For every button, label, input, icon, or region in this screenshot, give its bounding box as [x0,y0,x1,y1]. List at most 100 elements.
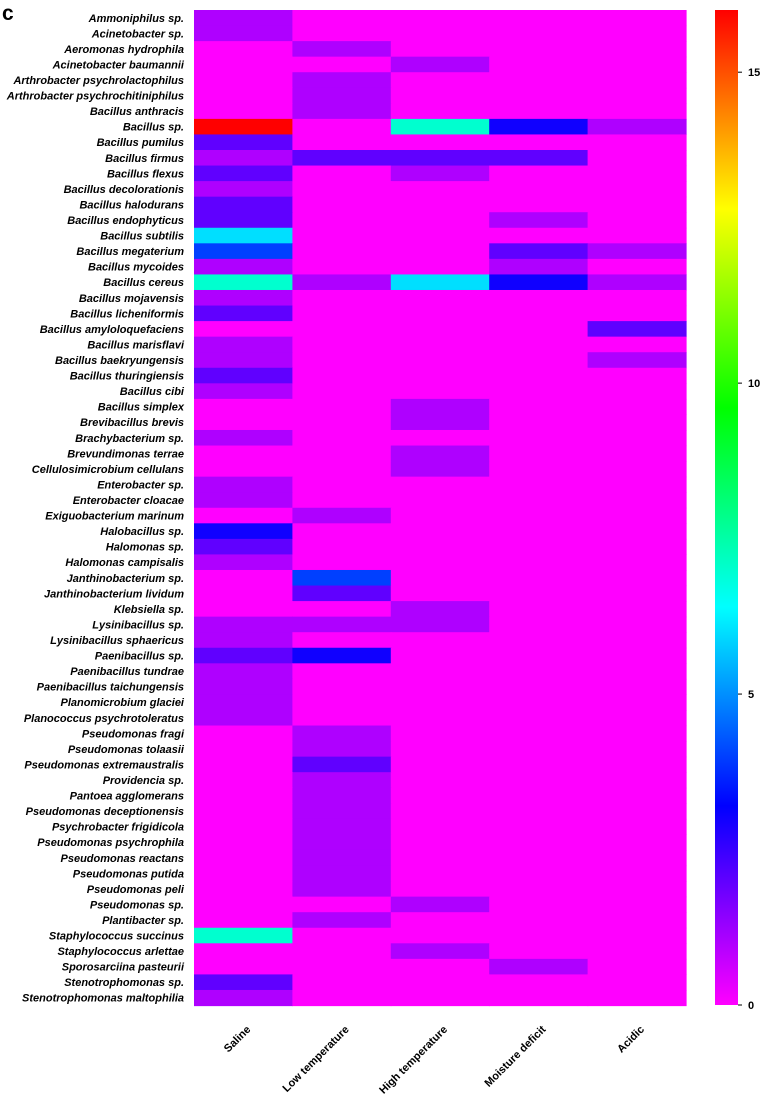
heatmap-cell-klebsiella-sp-saline [194,601,293,618]
row-label: Bacillus megaterium [76,246,184,258]
heatmap-cell-klebsiella-sp-moisture-deficit [489,601,589,618]
heatmap-cell-stenotrophomonas-maltophilia-moisture-deficit [489,989,589,1007]
row-label: Arthrobacter psychrochitiniphilus [6,91,184,103]
heatmap-cell-bacillus-pumilus-high-temperature [390,134,490,151]
heatmap-cell-brevundimonas-terrae-low-temperature [292,445,392,462]
heatmap-cell-enterobacter-cloacae-moisture-deficit [489,492,589,509]
heatmap-cell-pseudomonas-reactans-low-temperature [292,849,392,867]
heatmap-cell-exiguobacterium-marinum-acidic [587,507,687,524]
heatmap-cell-janthinobacterium-lividum-moisture-deficit [489,585,589,602]
heatmap-cell-bacillus-endophyticus-low-temperature [292,212,392,229]
heatmap-cell-acinetobacter-baumannii-low-temperature [292,56,392,73]
heatmap-cell-ammoniphilus-sp-low-temperature [292,10,392,27]
heatmap-cell-brevibacillus-brevis-saline [194,414,293,431]
heatmap-cell-providencia-sp-saline [194,772,293,789]
heatmap-cell-pseudomonas-sp-low-temperature [292,896,392,913]
heatmap-cell-paenibacillus-taichungensis-low-temperature [292,678,392,696]
heatmap-cell-sporosarciina-pasteurii-moisture-deficit [489,958,589,976]
heatmap-cell-arthrobacter-psychrolactophilus-low-temperature [292,72,392,89]
heatmap-cell-psychrobacter-frigidicola-moisture-deficit [489,818,589,836]
heatmap-cell-paenibacillus-tundrae-low-temperature [292,663,392,680]
row-label: Bacillus flexus [107,168,184,180]
heatmap-cell-ammoniphilus-sp-saline [194,10,293,27]
heatmap-cell-stenotrophomonas-maltophilia-low-temperature [292,989,392,1007]
row-label: Enterobacter cloacae [73,495,184,507]
heatmap-cell-janthinobacterium-lividum-high-temperature [390,585,490,602]
heatmap-cell-bacillus-mycoides-high-temperature [390,258,490,276]
heatmap-cell-bacillus-halodurans-low-temperature [292,196,392,213]
row-label: Sporosarciina pasteurii [62,962,185,974]
heatmap-cell-bacillus-pumilus-acidic [587,134,687,151]
heatmap-cell-bacillus-subtilis-saline [194,227,293,244]
row-label: Bacillus anthracis [90,106,184,118]
heatmap-cell-bacillus-endophyticus-high-temperature [390,212,490,229]
heatmap-cell-bacillus-simplex-low-temperature [292,398,392,416]
heatmap-cell-enterobacter-cloacae-saline [194,492,293,509]
panel-letter: c [2,2,14,25]
heatmap-cell-stenotrophomonas-sp-high-temperature [390,974,490,991]
heatmap-cell-halomonas-sp-acidic [587,538,687,556]
heatmap-cell-lysinibacillus-sphaericus-low-temperature [292,632,392,649]
heatmap-cell-halomonas-sp-saline [194,538,293,556]
heatmap-cell-pseudomonas-reactans-moisture-deficit [489,849,589,867]
row-label: Bacillus marisflavi [87,339,185,351]
heatmap-cell-arthrobacter-psychrolactophilus-moisture-deficit [489,72,589,89]
heatmap-cell-brevibacillus-brevis-moisture-deficit [489,414,589,431]
heatmap-cell-staphylococcus-succinus-acidic [587,927,687,944]
heatmap-cell-pseudomonas-deceptionensis-acidic [587,803,687,820]
row-label: Pseudomonas reactans [61,853,185,865]
heatmap-cell-brevundimonas-terrae-moisture-deficit [489,445,589,462]
heatmap-cell-acinetobacter-sp-saline [194,25,293,42]
heatmap-cell-stenotrophomonas-sp-acidic [587,974,687,991]
heatmap-cell-cellulosimicrobium-cellulans-saline [194,461,293,478]
heatmap-cell-lysinibacillus-sp-saline [194,616,293,633]
heatmap-cell-bacillus-anthracis-saline [194,103,293,120]
heatmap-cell-bacillus-simplex-moisture-deficit [489,398,589,416]
heatmap-cell-pseudomonas-reactans-high-temperature [390,849,490,867]
heatmap-cell-bacillus-firmus-acidic [587,150,687,167]
heatmap-cell-pseudomonas-psychrophila-acidic [587,834,687,851]
heatmap-cell-bacillus-simplex-saline [194,398,293,416]
heatmap-cell-bacillus-licheniformis-acidic [587,305,687,322]
heatmap-cell-bacillus-marisflavi-high-temperature [390,336,490,353]
row-label: Pseudomonas extremaustralis [24,759,184,771]
heatmap-cell-bacillus-thuringiensis-low-temperature [292,367,392,384]
row-label: Halomonas campisalis [65,557,184,569]
heatmap-cell-pantoea-agglomerans-acidic [587,787,687,804]
row-label: Pseudomonas deceptionensis [26,806,184,818]
column-label-moisture-deficit: Moisture deficit [483,1023,549,1089]
heatmap-cell-psychrobacter-frigidicola-acidic [587,818,687,836]
heatmap-cell-pseudomonas-tolaasii-low-temperature [292,741,392,758]
heatmap-cell-cellulosimicrobium-cellulans-high-temperature [390,461,490,478]
heatmap-cell-planomicrobium-glaciei-acidic [587,694,687,711]
heatmap-cell-bacillus-amyloloquefaciens-acidic [587,321,687,338]
heatmap-cell-halomonas-sp-high-temperature [390,538,490,556]
heatmap-cell-providencia-sp-low-temperature [292,772,392,789]
heatmap-cell-plantibacter-sp-low-temperature [292,912,392,929]
heatmap-cell-brachybacterium-sp-acidic [587,429,687,447]
heatmap-cell-bacillus-halodurans-saline [194,196,293,213]
row-label: Brevundimonas terrae [67,448,184,460]
heatmap-cell-acinetobacter-sp-acidic [587,25,687,42]
heatmap-cell-paenibacillus-sp-saline [194,647,293,664]
heatmap-cell-pantoea-agglomerans-low-temperature [292,787,392,804]
heatmap-cell-pseudomonas-extremaustralis-acidic [587,756,687,773]
heatmap-cell-brachybacterium-sp-saline [194,429,293,447]
heatmap-cell-bacillus-halodurans-moisture-deficit [489,196,589,213]
row-label: Pseudomonas sp. [90,899,184,911]
heatmap-cell-lysinibacillus-sphaericus-moisture-deficit [489,632,589,649]
heatmap-cell-aeromonas-hydrophila-acidic [587,41,687,58]
heatmap-cell-sporosarciina-pasteurii-high-temperature [390,958,490,976]
row-label: Paenibacillus taichungensis [37,682,184,694]
heatmap-cell-janthinobacterium-sp-moisture-deficit [489,569,589,587]
heatmap-cell-bacillus-flexus-moisture-deficit [489,165,589,182]
heatmap-cell-staphylococcus-succinus-high-temperature [390,927,490,944]
heatmap-cell-bacillus-mojavensis-moisture-deficit [489,289,589,307]
heatmap-cell-stenotrophomonas-sp-low-temperature [292,974,392,991]
heatmap-cell-stenotrophomonas-maltophilia-acidic [587,989,687,1007]
row-label: Stenotrophomonas maltophilia [22,993,184,1005]
heatmap-cell-brachybacterium-sp-high-temperature [390,429,490,447]
heatmap-cell-bacillus-subtilis-low-temperature [292,227,392,244]
heatmap-cell-klebsiella-sp-acidic [587,601,687,618]
row-label: Janthinobacterium lividum [44,588,184,600]
